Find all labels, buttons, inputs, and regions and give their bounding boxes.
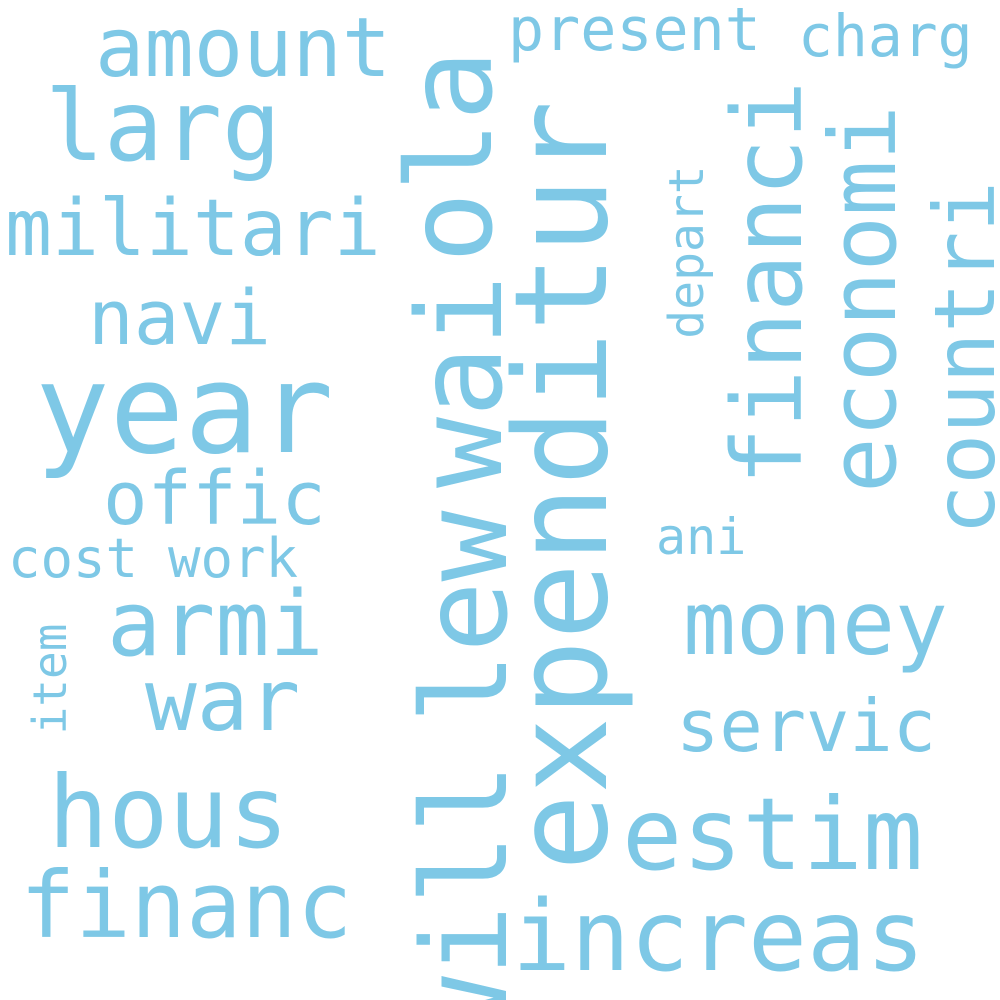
word-money: money: [683, 572, 948, 675]
word-present: present: [508, 0, 761, 65]
word-financ: financ: [20, 852, 353, 959]
word-work: work: [168, 527, 299, 590]
word-armi: armi: [107, 572, 324, 677]
word-offic: offic: [103, 456, 326, 542]
word-year: year: [35, 338, 334, 482]
word-economi: economi: [810, 105, 917, 493]
word-ani: ani: [656, 508, 747, 566]
word-financi: financi: [712, 80, 824, 486]
word-item: item: [23, 623, 77, 735]
word-depart: depart: [659, 165, 715, 339]
word-larg: larg: [45, 70, 282, 184]
word-war: war: [145, 651, 301, 751]
word-cost: cost: [8, 527, 139, 590]
word-charg: charg: [798, 2, 973, 70]
word-hous: hous: [48, 754, 289, 871]
word-countri: countri: [916, 181, 1000, 536]
word-estim: estim: [622, 776, 924, 893]
word-expenditur: expenditur: [488, 100, 637, 871]
word-servic: servic: [676, 684, 937, 768]
word-amount: amount: [95, 1, 392, 96]
word-increas: increas: [512, 880, 926, 994]
word-navi: navi: [88, 273, 272, 362]
word-militari: militari: [5, 184, 381, 274]
